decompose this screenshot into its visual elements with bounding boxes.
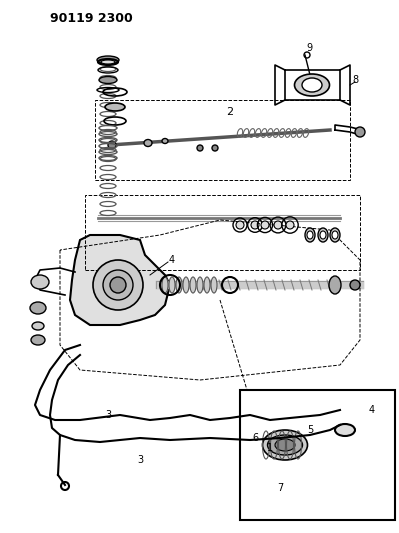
Circle shape — [274, 221, 282, 229]
Text: 6: 6 — [252, 433, 258, 443]
Circle shape — [197, 145, 203, 151]
Ellipse shape — [204, 277, 210, 293]
Circle shape — [350, 280, 360, 290]
Bar — [240, 390, 395, 520]
Circle shape — [355, 127, 365, 137]
Ellipse shape — [162, 139, 168, 143]
Ellipse shape — [32, 322, 44, 330]
Bar — [85, 195, 360, 270]
Text: 9: 9 — [306, 43, 312, 53]
Ellipse shape — [144, 140, 152, 147]
Ellipse shape — [105, 103, 125, 111]
Circle shape — [286, 221, 294, 229]
Ellipse shape — [263, 430, 308, 460]
Text: 3: 3 — [105, 410, 111, 420]
Ellipse shape — [275, 439, 295, 451]
Ellipse shape — [332, 231, 338, 239]
Ellipse shape — [197, 277, 203, 293]
Circle shape — [261, 221, 269, 229]
Bar — [95, 100, 350, 180]
Ellipse shape — [305, 228, 315, 242]
Text: 4: 4 — [369, 405, 375, 415]
Ellipse shape — [318, 228, 328, 242]
Text: 2: 2 — [227, 107, 233, 117]
Ellipse shape — [31, 275, 49, 289]
Ellipse shape — [294, 74, 330, 96]
Ellipse shape — [99, 77, 117, 84]
Circle shape — [212, 145, 218, 151]
Text: 8: 8 — [352, 75, 358, 85]
Text: 7: 7 — [277, 483, 283, 493]
Polygon shape — [70, 235, 170, 325]
Circle shape — [103, 270, 133, 300]
Ellipse shape — [267, 435, 302, 455]
Ellipse shape — [169, 277, 175, 293]
Ellipse shape — [183, 277, 189, 293]
Circle shape — [236, 221, 244, 229]
Ellipse shape — [335, 424, 355, 436]
Ellipse shape — [31, 335, 45, 345]
Ellipse shape — [101, 60, 115, 64]
Circle shape — [93, 260, 143, 310]
Ellipse shape — [30, 302, 46, 314]
Ellipse shape — [97, 56, 119, 64]
Text: 90119 2300: 90119 2300 — [50, 12, 133, 25]
Ellipse shape — [330, 228, 340, 242]
Ellipse shape — [211, 277, 217, 293]
Ellipse shape — [162, 277, 168, 293]
Ellipse shape — [307, 231, 313, 239]
Ellipse shape — [320, 231, 326, 239]
Text: 3: 3 — [137, 455, 143, 465]
Text: 1: 1 — [267, 443, 273, 453]
Text: 5: 5 — [307, 425, 313, 435]
Ellipse shape — [190, 277, 196, 293]
Text: 4: 4 — [169, 255, 175, 265]
Ellipse shape — [302, 78, 322, 92]
Ellipse shape — [176, 277, 182, 293]
Circle shape — [110, 277, 126, 293]
Ellipse shape — [329, 276, 341, 294]
Circle shape — [108, 141, 116, 149]
Circle shape — [251, 221, 259, 229]
